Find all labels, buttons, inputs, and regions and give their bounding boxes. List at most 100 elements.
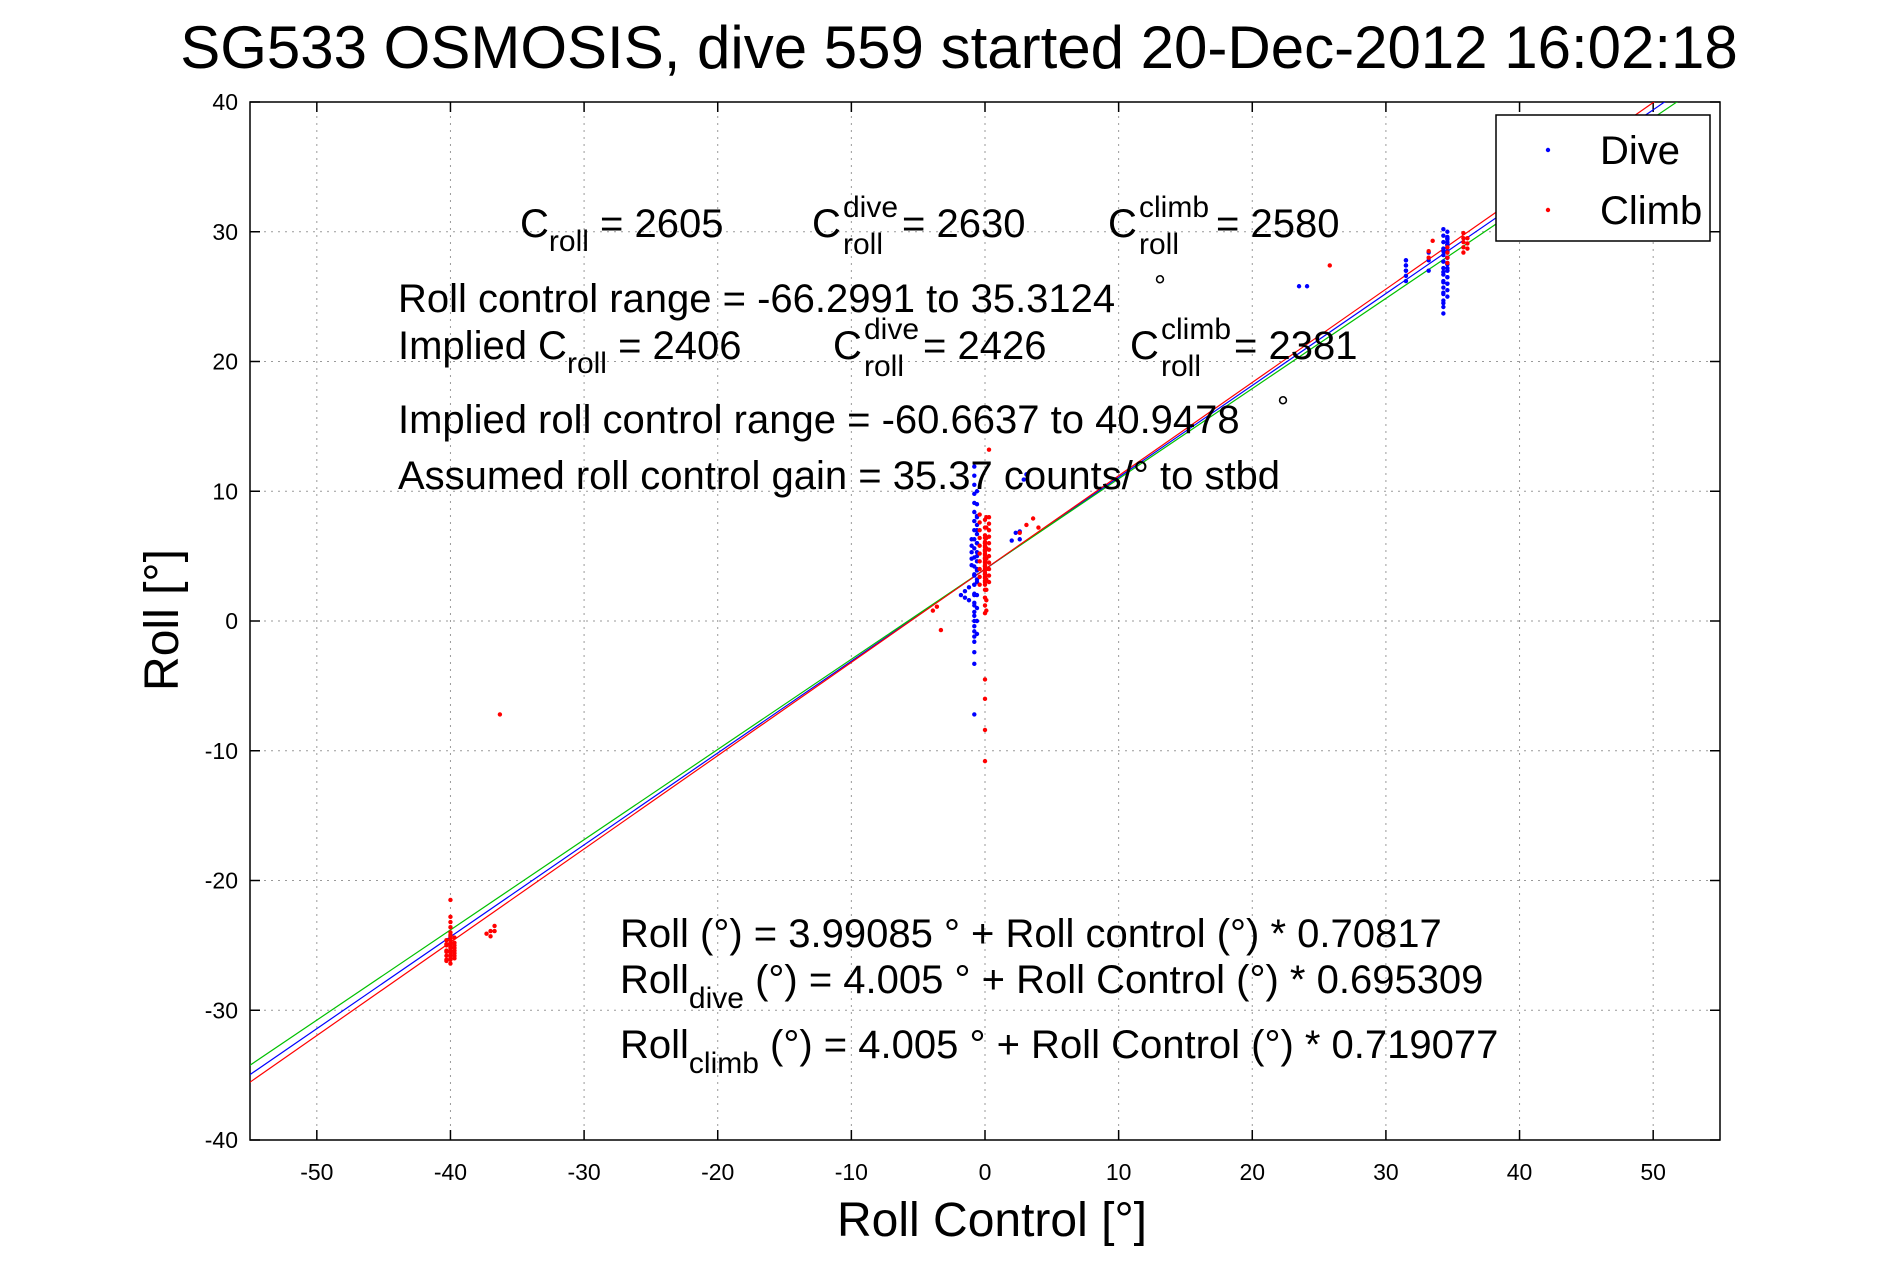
point-dive [1403, 268, 1409, 273]
annotation-c-roll-climb: C [1108, 202, 1137, 246]
annotation-implied-value: = 2406 [607, 324, 742, 368]
annotation-equation-dive-sub: dive [689, 982, 744, 1015]
x-tick-label: 30 [1373, 1159, 1399, 1185]
point-climb [1445, 260, 1450, 266]
point-dive [1009, 538, 1014, 543]
point-dive [1441, 280, 1446, 285]
annotation-implied-climb-sup: climb [1161, 313, 1231, 346]
point-climb [1461, 230, 1466, 236]
legend-marker-climb [1545, 207, 1551, 213]
x-axis-label: Roll Control [°] [837, 1194, 1147, 1247]
point-dive [1296, 284, 1302, 289]
point-climb [1426, 255, 1431, 260]
annotation-c-roll-value: = 2605 [589, 202, 724, 246]
point-climb [448, 961, 453, 966]
point-dive [1441, 304, 1446, 310]
point-dive [1441, 285, 1446, 290]
point-climb [1017, 530, 1022, 535]
point-climb [492, 923, 497, 929]
y-tick-label: 40 [212, 89, 238, 115]
point-climb [977, 535, 982, 541]
chart-title: SG533 OSMOSIS, dive 559 started 20-Dec-2… [180, 14, 1738, 81]
point-dive [972, 482, 977, 487]
series-climb [444, 230, 1470, 966]
point-climb [977, 559, 982, 564]
point-dive [969, 556, 974, 561]
point-climb [448, 914, 453, 920]
y-axis-label: Roll [°] [136, 549, 189, 691]
y-tick-label: -40 [205, 1127, 238, 1153]
point-dive [972, 464, 977, 469]
data-points [444, 226, 1470, 966]
annotation-implied-dive: C [833, 324, 862, 368]
point-climb [1465, 236, 1470, 241]
point-dive [1441, 300, 1446, 306]
point-dive [1017, 537, 1022, 542]
point-dive [1403, 258, 1409, 263]
point-climb [452, 943, 457, 948]
point-dive [1021, 477, 1026, 482]
point-climb [1445, 250, 1450, 255]
point-climb [1426, 249, 1431, 254]
y-tick-label: 0 [225, 608, 238, 634]
point-dive [966, 585, 972, 590]
annotation-equation-climb-rest: (°) = 4.005 ° + Roll Control (°) * 0.719… [759, 1023, 1498, 1067]
point-dive [1445, 265, 1450, 271]
y-tick-label: 20 [212, 349, 238, 375]
point-dive [969, 563, 974, 568]
point-climb [982, 540, 988, 546]
point-dive [962, 595, 968, 600]
point-dive [962, 588, 968, 594]
point-climb [452, 953, 457, 958]
point-dive [969, 543, 974, 548]
point-climb [448, 934, 453, 939]
annotation-gain: Assumed roll control gain = 35.37 counts… [398, 454, 1280, 498]
point-dive [972, 473, 977, 478]
point-climb [938, 627, 944, 633]
point-climb [1461, 245, 1466, 250]
point-dive [1445, 237, 1450, 242]
point-climb [986, 447, 992, 452]
point-dive [1426, 268, 1431, 273]
point-dive [974, 605, 980, 611]
point-climb [444, 941, 449, 947]
point-climb [1461, 250, 1466, 255]
point-climb [982, 696, 988, 702]
point-climb [977, 582, 982, 587]
point-climb [1461, 239, 1466, 245]
annotation-c-roll-base: C [520, 202, 549, 246]
point-climb [982, 572, 988, 577]
point-dive [966, 598, 972, 603]
y-tick-label: 10 [212, 478, 238, 504]
annotation-implied-dive-sup: dive [864, 313, 919, 346]
point-climb [448, 925, 453, 930]
annotation-implied-dive-sub: roll [864, 350, 904, 383]
point-climb [984, 566, 989, 572]
annotation-implied-range-degree: ° [1277, 391, 1289, 424]
annotation-implied-climb-base: C [1130, 324, 1159, 368]
point-climb [1030, 516, 1036, 521]
grid-lines [250, 102, 1720, 1140]
point-dive [1403, 273, 1409, 279]
annotation-c-roll-sub: roll [549, 225, 589, 258]
point-climb [930, 608, 936, 613]
point-dive [1441, 265, 1446, 271]
point-climb [1036, 525, 1041, 530]
point-dive [1441, 226, 1446, 232]
point-dive [972, 509, 977, 515]
legend-label-dive: Dive [1600, 129, 1680, 173]
y-tick-label: -10 [205, 738, 238, 764]
point-climb [986, 560, 992, 565]
annotation-c-roll-climb-sup: climb [1139, 191, 1209, 224]
point-dive [972, 623, 977, 629]
series-dive [958, 226, 1450, 717]
point-dive [1441, 311, 1446, 316]
point-dive [972, 649, 977, 655]
point-climb [444, 953, 449, 958]
point-climb [452, 948, 457, 953]
point-climb [448, 937, 453, 943]
point-climb [1445, 245, 1450, 250]
axis-ticks: -50 -40 -30 -20 -10 0 10 20 30 40 50 -40 -30 -20 -10 0 1… [205, 89, 1720, 1185]
point-dive [972, 639, 977, 644]
